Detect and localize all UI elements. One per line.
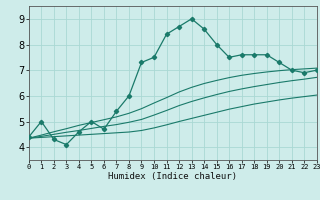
X-axis label: Humidex (Indice chaleur): Humidex (Indice chaleur) — [108, 172, 237, 181]
